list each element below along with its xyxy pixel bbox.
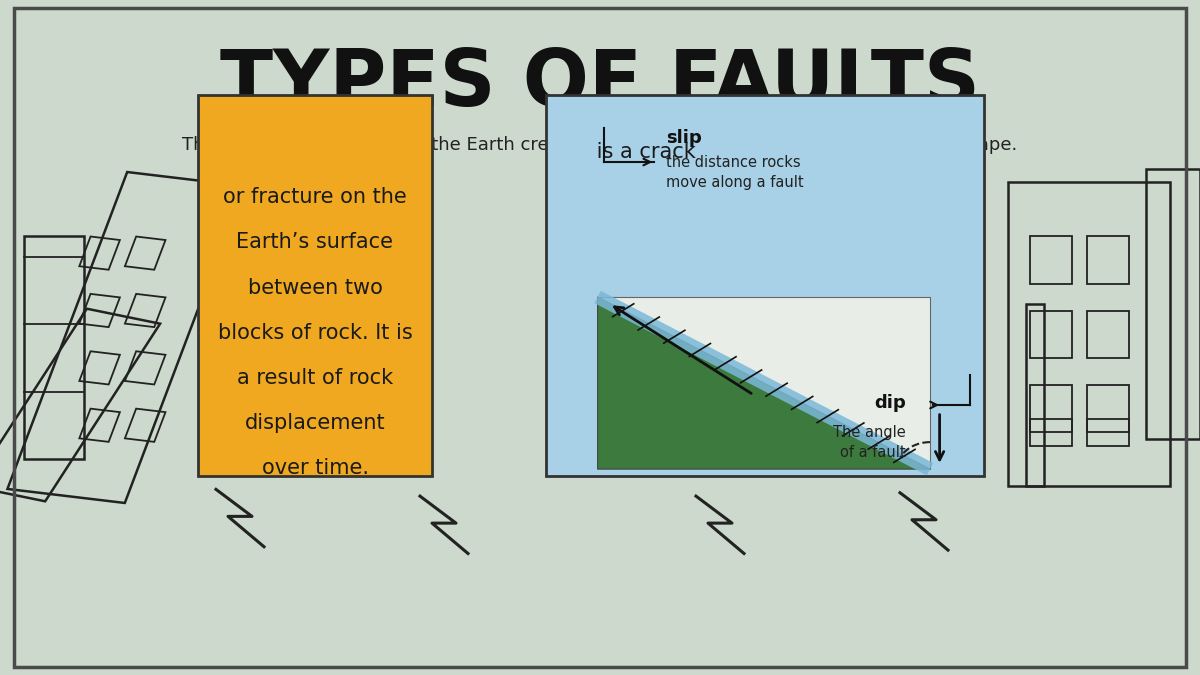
- FancyBboxPatch shape: [546, 95, 984, 476]
- Text: The constant movement of the Earth creates cracks on its surface that affect the: The constant movement of the Earth creat…: [182, 136, 1018, 154]
- Text: The angle
of a fault: The angle of a fault: [833, 425, 906, 460]
- Polygon shape: [598, 297, 930, 469]
- Text: or fracture on the: or fracture on the: [223, 187, 407, 207]
- Text: a result of rock: a result of rock: [236, 368, 394, 388]
- Text: the distance rocks
move along a fault: the distance rocks move along a fault: [666, 155, 804, 190]
- Text: over time.: over time.: [262, 458, 368, 479]
- Text: displacement: displacement: [245, 413, 385, 433]
- Text: blocks of rock. It is: blocks of rock. It is: [217, 323, 413, 343]
- Text: between two: between two: [247, 277, 383, 298]
- FancyBboxPatch shape: [198, 95, 432, 476]
- Text: Earth’s surface: Earth’s surface: [236, 232, 394, 252]
- Text: dip: dip: [875, 394, 906, 412]
- Text: TYPES OF FAULTS: TYPES OF FAULTS: [220, 47, 980, 122]
- Text: slip: slip: [666, 130, 702, 147]
- Text: is a crack: is a crack: [589, 142, 696, 162]
- Polygon shape: [598, 297, 930, 469]
